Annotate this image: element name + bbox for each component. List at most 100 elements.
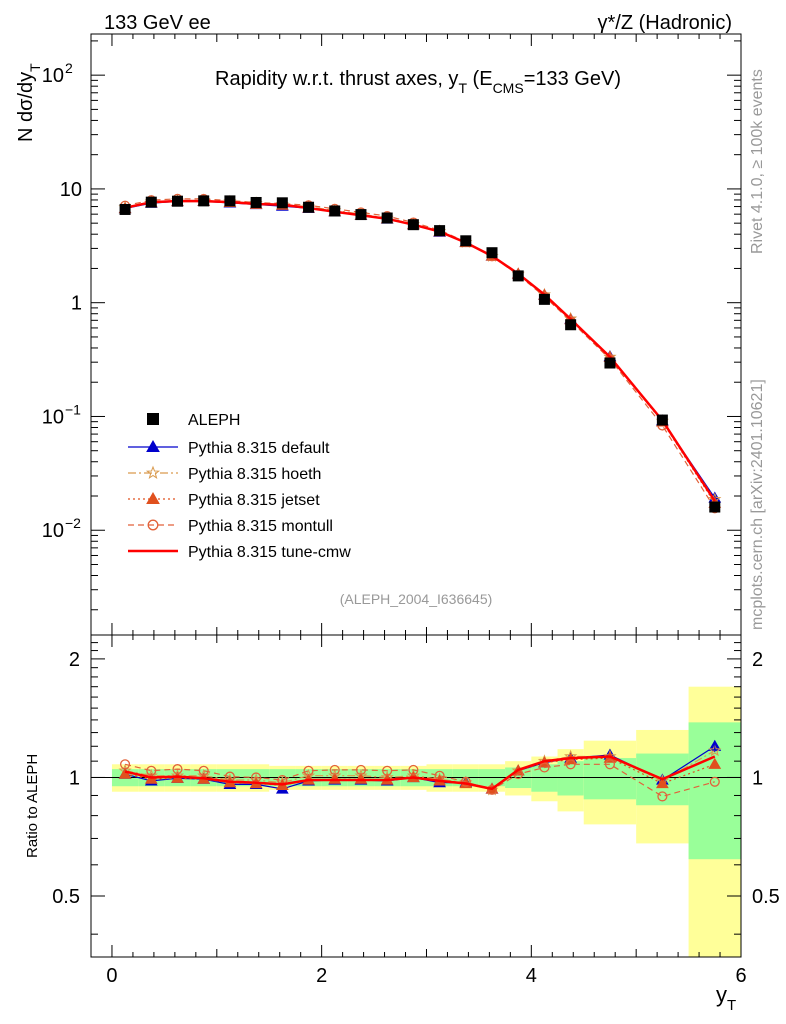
x-tick-label: 2 <box>316 965 327 987</box>
ratio-band-inner <box>531 764 558 792</box>
aleph-point <box>656 414 668 426</box>
ratio-point-pythia-8-315-montull <box>172 764 183 775</box>
ratio-line-pythia-8-315-montull <box>124 763 715 798</box>
ratio-point-pythia-8-315-montull <box>604 759 616 770</box>
x-tick-label: 6 <box>735 965 746 987</box>
rivet-label: Rivet 4.1.0, ≥ 100k events <box>749 69 766 254</box>
chart-title: Rapidity w.r.t. thrust axes, yT (ECMS=13… <box>215 68 621 96</box>
ratio-point-pythia-8-315-montull <box>657 791 668 802</box>
ratio-tick-label-left: 1 <box>69 767 80 789</box>
legend-marker-pythia-8-315-montull <box>147 519 159 531</box>
y-tick-label: 10 <box>42 65 64 87</box>
title-main: Rapidity w.r.t. thrust axes, y <box>215 68 458 90</box>
aleph-point <box>198 195 210 207</box>
aleph-point <box>329 205 341 217</box>
aleph-point <box>119 203 131 215</box>
aleph-point <box>355 209 367 221</box>
x-axis-label: yT <box>716 982 736 1014</box>
ratio-point-pythia-8-315-hoeth <box>708 743 722 757</box>
legend-label-pythia-8-315-tune-cmw: Pythia 8.315 tune-cmw <box>188 544 351 561</box>
ratio-point-pythia-8-315-montull <box>146 765 157 776</box>
title-sub-cms: CMS <box>493 80 524 96</box>
ratio-point-pythia-8-315-montull <box>408 764 419 775</box>
ratio-line-pythia-8-315-jetset <box>124 757 716 790</box>
ratio-point-pythia-8-315-montull <box>120 759 131 770</box>
y-tick-label: 10 <box>42 520 64 542</box>
legend-label-pythia-8-315-montull: Pythia 8.315 montull <box>188 518 333 535</box>
analysis-id: (ALEPH_2004_I636645) <box>340 591 493 607</box>
ratio-point-pythia-8-315-jetset <box>656 777 669 789</box>
aleph-point <box>303 201 315 213</box>
legend-marker-aleph <box>147 413 159 425</box>
title-tail: =133 GeV) <box>524 68 621 90</box>
y-tick-label: 10 <box>42 406 64 428</box>
title-paren: (E <box>467 68 493 90</box>
aleph-point <box>538 293 550 305</box>
x-axis-label-main: y <box>716 982 727 1007</box>
legend: ALEPH Pythia 8.315 default Pythia 8.315 ho… <box>128 412 351 561</box>
ratio-tick-label-left: 2 <box>69 649 80 671</box>
ratio-frame <box>90 634 742 958</box>
legend-label-pythia-8-315-hoeth: Pythia 8.315 hoeth <box>188 466 321 483</box>
mcplots-label: mcplots.cern.ch [arXiv:2401.10621] <box>749 379 766 630</box>
y-axis-label-sub: T <box>27 63 43 72</box>
ratio-point-pythia-8-315-montull <box>539 762 550 773</box>
y-tick-label: 10 <box>60 179 82 201</box>
legend-marker-pythia-8-315-default <box>146 439 160 452</box>
aleph-point <box>604 357 616 369</box>
series-line-pythia-8-315-jetset <box>124 200 716 504</box>
legend-label-pythia-8-315-jetset: Pythia 8.315 jetset <box>188 492 320 509</box>
legend-label-aleph: ALEPH <box>188 412 240 429</box>
ratio-point-pythia-8-315-montull <box>460 776 471 787</box>
aleph-point <box>434 225 446 237</box>
ratio-point-pythia-8-315-montull <box>198 765 209 776</box>
ratio-point-pythia-8-315-montull <box>382 765 393 776</box>
ratio-series-group <box>118 739 722 802</box>
aleph-point <box>565 319 577 331</box>
ratio-tick-label-right: 2 <box>752 649 763 671</box>
x-tick-label: 4 <box>526 965 537 987</box>
y-tick-label: 1 <box>71 293 82 315</box>
y-axis-label: N dσ/dyT <box>15 63 43 142</box>
x-tick-label: 0 <box>106 965 117 987</box>
ratio-uncertainty-bands <box>91 686 741 957</box>
ratio-point-pythia-8-315-montull <box>486 784 498 795</box>
y-tick-exponent: 2 <box>65 60 73 76</box>
legend-marker-pythia-8-315-jetset <box>146 491 160 504</box>
ratio-line-pythia-8-315-tune-cmw <box>124 755 716 791</box>
ratio-point-pythia-8-315-montull <box>565 759 576 770</box>
y-tick-exponent: −2 <box>65 515 81 531</box>
aleph-point <box>486 247 498 259</box>
y-axis-label-main: N dσ/dy <box>15 72 37 142</box>
header-left: 133 GeV ee <box>104 12 211 34</box>
aleph-point <box>171 195 183 207</box>
ratio-point-pythia-8-315-jetset <box>708 757 722 769</box>
ratio-band-inner <box>557 761 584 796</box>
main-series-group <box>118 193 722 514</box>
aleph-point <box>250 196 262 208</box>
aleph-point <box>276 197 288 209</box>
aleph-point <box>709 501 721 513</box>
x-axis-label-sub: T <box>727 997 736 1014</box>
header-right: γ*/Z (Hadronic) <box>598 12 732 34</box>
ratio-tick-label-left: 0.5 <box>52 886 80 908</box>
legend-marker-pythia-8-315-hoeth <box>145 465 161 480</box>
aleph-point <box>512 270 524 282</box>
aleph-point <box>407 219 419 231</box>
ratio-point-pythia-8-315-montull <box>303 765 314 776</box>
aleph-point <box>224 195 236 207</box>
aleph-point <box>460 235 472 247</box>
legend-label-pythia-8-315-default: Pythia 8.315 default <box>188 440 330 457</box>
ratio-tick-label-right: 0.5 <box>752 886 780 908</box>
ratio-tick-label-right: 1 <box>752 767 763 789</box>
aleph-data-points <box>119 195 721 513</box>
ratio-point-pythia-8-315-montull <box>709 776 720 787</box>
ratio-point-pythia-8-315-montull <box>329 764 340 775</box>
y-tick-exponent: −1 <box>65 401 81 417</box>
title-sub-t: T <box>458 80 467 96</box>
aleph-point <box>145 196 157 208</box>
aleph-point <box>381 212 393 224</box>
series-line-pythia-8-315-montull <box>124 198 716 509</box>
